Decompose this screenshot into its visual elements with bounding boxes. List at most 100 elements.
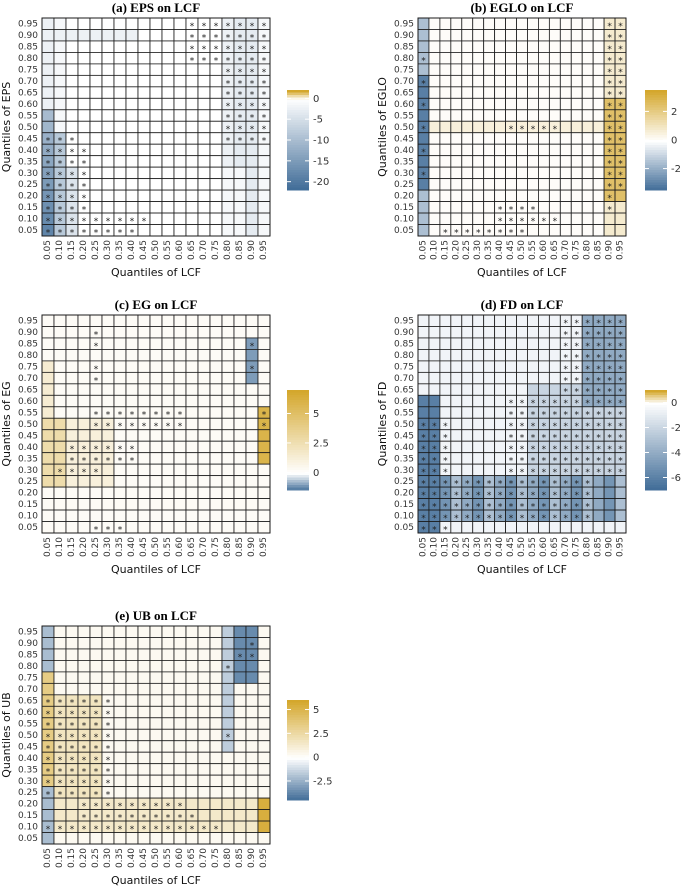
significance-star: * <box>142 411 147 421</box>
y-tick-label: 0.70 <box>394 77 414 87</box>
heatmap-cell <box>185 728 199 742</box>
significance-star: * <box>70 205 75 215</box>
heatmap-cell <box>209 486 223 499</box>
colorbar-step <box>287 757 309 761</box>
heatmap-cell <box>233 326 247 339</box>
colorbar-step <box>645 475 667 478</box>
colorbar-step <box>287 747 309 751</box>
x-tick-label: 0.80 <box>583 537 593 557</box>
heatmap-cell <box>137 671 151 684</box>
heatmap-cell <box>101 475 115 488</box>
heatmap-cell <box>548 337 561 350</box>
heatmap-cell <box>603 212 616 225</box>
colorbar-step <box>645 102 667 106</box>
heatmap-cell <box>417 224 430 237</box>
heatmap-cell <box>53 682 67 696</box>
significance-star: * <box>58 228 63 238</box>
heatmap-cell <box>53 63 67 76</box>
heatmap-cell <box>185 486 199 499</box>
heatmap-cell <box>101 40 115 53</box>
heatmap-cell <box>185 97 199 111</box>
heatmap-cell <box>483 406 496 419</box>
heatmap-cell <box>450 74 463 88</box>
colorbar-step <box>645 170 667 173</box>
heatmap-cell <box>505 314 517 327</box>
heatmap-cell <box>77 429 91 442</box>
heatmap-cell <box>257 648 271 661</box>
heatmap-cell <box>173 637 187 650</box>
heatmap-cell <box>450 314 463 327</box>
heatmap-cell <box>173 671 187 684</box>
colorbar-tick-label: 0 <box>671 398 677 409</box>
heatmap-cell <box>77 63 91 76</box>
heatmap-cell <box>41 86 55 99</box>
colorbar-step <box>287 750 309 753</box>
colorbar-step <box>645 125 667 128</box>
heatmap-cell <box>592 17 605 30</box>
heatmap-cell <box>221 155 235 168</box>
heatmap-cell <box>53 74 67 88</box>
heatmap-cell <box>89 132 103 145</box>
heatmap-cell <box>197 314 211 327</box>
heatmap-cell <box>494 40 506 53</box>
x-tick-label: 0.25 <box>462 240 472 260</box>
heatmap-cell <box>113 637 127 650</box>
heatmap-cell <box>77 671 91 684</box>
significance-star: * <box>520 480 525 490</box>
heatmap-cell <box>209 797 223 810</box>
heatmap-cell <box>527 63 539 76</box>
heatmap-cell <box>53 17 67 30</box>
heatmap-cell <box>161 498 175 511</box>
heatmap-cell <box>161 383 175 396</box>
heatmap-cell <box>483 521 496 534</box>
heatmap-cell <box>53 314 67 327</box>
heatmap-cell <box>101 143 115 157</box>
heatmap-cell <box>89 648 103 661</box>
x-tick-label: 0.05 <box>43 240 53 260</box>
heatmap-cell <box>149 486 163 499</box>
heatmap-cell <box>439 143 452 157</box>
heatmap-cell <box>570 212 583 225</box>
heatmap-cell <box>245 625 259 638</box>
heatmap-cell <box>185 637 199 650</box>
heatmap-cell <box>614 486 627 499</box>
heatmap-cell <box>113 774 127 788</box>
y-tick-label: 0.25 <box>394 180 414 190</box>
heatmap-cell <box>581 143 594 157</box>
significance-star: * <box>262 33 267 43</box>
heatmap-cell <box>209 648 223 661</box>
heatmap-cell <box>257 751 271 765</box>
heatmap-cell <box>428 17 441 30</box>
colorbar-step <box>287 737 309 741</box>
significance-star: * <box>166 802 171 812</box>
heatmap-cell <box>472 326 485 339</box>
y-tick-label: 0.50 <box>18 420 38 430</box>
significance-star: * <box>46 217 51 227</box>
heatmap-cell <box>483 201 496 214</box>
heatmap-cell <box>185 143 199 157</box>
heatmap-cell <box>173 763 187 776</box>
heatmap-cell <box>185 166 199 180</box>
colorbar-step <box>645 432 667 436</box>
heatmap-cell <box>149 40 163 53</box>
colorbar-step <box>287 462 309 466</box>
colorbar-step <box>287 145 309 148</box>
colorbar-step <box>287 457 309 461</box>
significance-star: * <box>82 722 87 732</box>
heatmap-cell <box>53 349 67 362</box>
heatmap-cell <box>245 440 259 454</box>
heatmap-cell <box>570 521 583 534</box>
heatmap-cell <box>53 52 67 65</box>
colorbar-step <box>287 97 309 101</box>
significance-star: * <box>509 422 514 432</box>
y-tick-label: 0.40 <box>18 443 38 453</box>
colorbar-step <box>287 407 309 411</box>
heatmap-cell <box>538 29 550 42</box>
heatmap-cell <box>592 120 605 134</box>
significance-star: * <box>564 491 569 501</box>
heatmap-cell <box>472 417 485 431</box>
heatmap-cell <box>53 29 67 42</box>
heatmap-cell <box>257 155 271 168</box>
x-tick-label: 0.50 <box>151 848 161 868</box>
